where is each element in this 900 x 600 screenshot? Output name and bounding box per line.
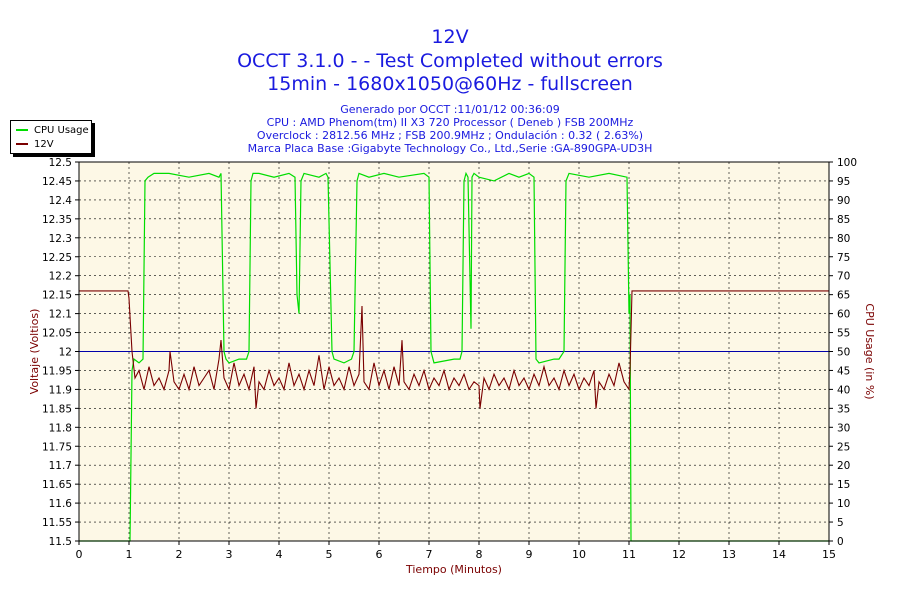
y2-tick-label: 70 [837, 271, 850, 283]
x-tick-label: 11 [622, 548, 636, 561]
y-tick-label: 12.3 [49, 233, 72, 245]
y2-tick-label: 25 [837, 441, 850, 453]
y-tick-label: 11.55 [42, 517, 72, 529]
y2-tick-label: 50 [837, 347, 850, 359]
y2-tick-label: 100 [837, 157, 857, 169]
y2-tick-label: 0 [837, 536, 844, 548]
y2-tick-label: 15 [837, 479, 850, 491]
y2-tick-label: 60 [837, 309, 850, 321]
y-tick-label: 12.35 [42, 214, 72, 226]
y-tick-label: 12.1 [49, 309, 72, 321]
y-tick-label: 11.75 [42, 441, 72, 453]
axis-ticks: 0 1 2 3 4 5 6 7 8 9 10 11 12 13 14 1511.511.5511.611.65… [42, 157, 857, 561]
y2-tick-label: 5 [837, 517, 844, 529]
y-tick-label: 12.25 [42, 252, 72, 264]
y-axis-label-right: CPU Usage (in %) [863, 303, 876, 399]
x-tick-label: 14 [772, 548, 786, 561]
x-tick-label: 9 [526, 548, 533, 561]
x-tick-label: 1 [126, 548, 133, 561]
grid-lines [79, 162, 829, 541]
x-tick-label: 13 [722, 548, 736, 561]
y2-tick-label: 30 [837, 422, 850, 434]
x-tick-label: 15 [822, 548, 836, 561]
y-tick-label: 11.85 [42, 403, 72, 415]
x-tick-label: 10 [572, 548, 586, 561]
y2-tick-label: 10 [837, 498, 850, 510]
series-line-12v [79, 290, 829, 409]
x-tick-label: 2 [176, 548, 183, 561]
info-generated: Generado por OCCT :11/01/12 00:36:09 [340, 103, 560, 116]
y-tick-label: 12 [59, 347, 72, 359]
info-cpu: CPU : AMD Phenom(tm) II X3 720 Processor… [266, 116, 634, 129]
y2-tick-label: 20 [837, 460, 850, 472]
y2-tick-label: 95 [837, 176, 850, 188]
y-tick-label: 11.7 [49, 460, 72, 472]
chart-subtitle-test-settings: 15min - 1680x1050@60Hz - fullscreen [267, 73, 633, 95]
y-tick-label: 12.5 [49, 157, 72, 169]
x-tick-label: 6 [376, 548, 383, 561]
y-tick-label: 11.5 [49, 536, 72, 548]
legend-item-12v: 12V [16, 138, 54, 150]
series-line-cpu-usage [79, 171, 829, 542]
x-tick-label: 3 [226, 548, 233, 561]
legend-swatch-cpu-usage [16, 129, 28, 131]
y-tick-label: 11.9 [49, 384, 72, 396]
y-axis-label-left: Voltaje (Voltios) [28, 309, 41, 395]
y2-tick-label: 55 [837, 328, 850, 340]
y2-tick-label: 40 [837, 384, 850, 396]
y-tick-label: 11.6 [49, 498, 73, 510]
legend-label-cpu-usage: CPU Usage [34, 124, 89, 136]
y2-tick-label: 45 [837, 365, 850, 377]
x-tick-label: 8 [476, 548, 483, 561]
y2-tick-label: 75 [837, 252, 850, 264]
y-tick-label: 12.2 [49, 271, 72, 283]
info-motherboard: Marca Placa Base :Gigabyte Technology Co… [247, 142, 653, 155]
chart-subtitle-test-status: OCCT 3.1.0 - - Test Completed without er… [237, 50, 663, 72]
x-tick-label: 5 [326, 548, 333, 561]
legend-item-cpu-usage: CPU Usage [16, 124, 89, 136]
y-tick-label: 12.45 [42, 176, 72, 188]
y-tick-label: 12.15 [42, 290, 72, 302]
y-tick-label: 12.05 [42, 328, 72, 340]
y2-tick-label: 85 [837, 214, 850, 226]
chart-legend: CPU Usage 12V [10, 120, 92, 154]
y-tick-label: 11.8 [49, 422, 72, 434]
x-tick-label: 4 [276, 548, 283, 561]
y-tick-label: 12.4 [49, 195, 73, 207]
chart-title: 12V [431, 26, 469, 48]
y2-tick-label: 65 [837, 290, 850, 302]
y-tick-label: 11.65 [42, 479, 72, 491]
legend-label-12v: 12V [34, 138, 54, 150]
x-axis-label: Tiempo (Minutos) [405, 563, 502, 576]
x-tick-label: 7 [426, 548, 433, 561]
info-overclock: Overclock : 2812.56 MHz ; FSB 200.9MHz ;… [256, 129, 644, 142]
x-tick-label: 0 [76, 548, 83, 561]
y-tick-label: 11.95 [42, 365, 72, 377]
x-tick-label: 12 [672, 548, 686, 561]
y2-tick-label: 90 [837, 195, 850, 207]
y2-tick-label: 35 [837, 403, 850, 415]
legend-swatch-12v [16, 143, 28, 145]
y2-tick-label: 80 [837, 233, 850, 245]
